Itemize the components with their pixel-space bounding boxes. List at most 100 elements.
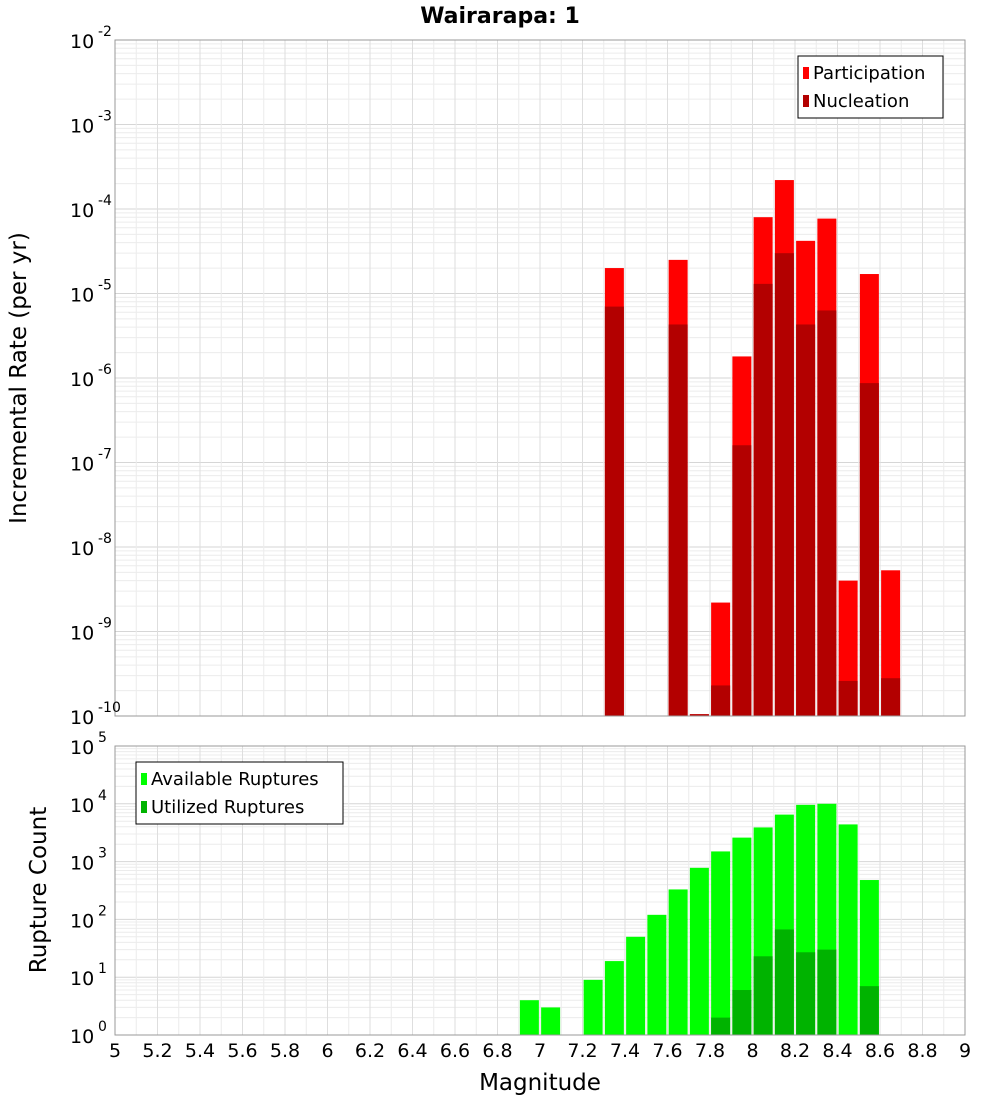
bottom-y-axis-label: Rupture Count (26, 807, 52, 973)
bar-overlay-utilized-ruptures (859, 986, 879, 1035)
y-tick-exponent: -8 (98, 531, 112, 547)
bar-overlay-nucleation (753, 283, 773, 716)
y-tick-exponent: 3 (98, 846, 107, 862)
bar-overlay-nucleation (604, 306, 624, 716)
y-tick-exponent: 2 (98, 903, 107, 919)
bar-overlay-nucleation (732, 445, 752, 716)
plot-border (114, 745, 966, 1036)
y-tick-exponent: 0 (98, 1019, 107, 1035)
legend-label: Nucleation (813, 91, 909, 112)
bar-overlay-utilized-ruptures (817, 949, 837, 1035)
y-tick-exponent: -4 (98, 193, 112, 209)
x-tick-label: 6.6 (440, 1040, 470, 1062)
x-tick-label: 6.2 (355, 1040, 385, 1062)
y-tick-label: 10 (70, 116, 94, 138)
x-tick-label: 7.8 (695, 1040, 725, 1062)
legend: Participation Nucleation (797, 55, 944, 119)
legend-swatch (803, 67, 809, 79)
bar-overlay-nucleation (817, 310, 837, 716)
bar-available-ruptures (604, 961, 624, 1035)
bar-overlay-utilized-ruptures (732, 990, 752, 1035)
x-tick-label: 8.2 (780, 1040, 810, 1062)
y-tick-label: 10 (70, 968, 94, 990)
x-tick-label: 7.2 (567, 1040, 597, 1062)
bar-available-ruptures (626, 936, 646, 1035)
gridlines (114, 40, 966, 717)
chart-title: Wairarapa: 1 (420, 4, 580, 29)
legend: Available Ruptures Utilized Ruptures (135, 761, 344, 825)
y-tick-exponent: -10 (98, 700, 121, 716)
bar-overlay-nucleation (711, 685, 731, 716)
y-tick-exponent: 4 (98, 788, 107, 804)
bar-available-ruptures (732, 837, 752, 1035)
bar-available-ruptures (583, 979, 603, 1035)
bar-overlay-nucleation (689, 714, 709, 716)
x-tick-label: 5.6 (227, 1040, 257, 1062)
bar-available-ruptures (668, 889, 688, 1035)
legend-box (135, 761, 344, 825)
y-tick-exponent: -3 (98, 109, 112, 125)
bar-available-ruptures (711, 851, 731, 1035)
x-tick-label: 8.6 (865, 1040, 895, 1062)
x-tick-label: 6.4 (397, 1040, 427, 1062)
legend-swatch (141, 801, 147, 813)
legend-box (797, 55, 944, 119)
y-tick-exponent: 5 (98, 730, 107, 746)
bar-overlay-utilized-ruptures (774, 929, 794, 1035)
y-tick-label: 10 (70, 707, 94, 729)
bar-available-ruptures (541, 1007, 561, 1035)
bar-overlay-utilized-ruptures (796, 952, 816, 1035)
bars (519, 803, 879, 1035)
bar-overlay-nucleation (668, 324, 688, 716)
bar-overlay-nucleation (881, 678, 901, 716)
y-tick-exponent: 1 (98, 961, 107, 977)
y-tick-label: 10 (70, 31, 94, 53)
x-tick-label: 5 (109, 1040, 121, 1062)
bar-available-ruptures (647, 914, 667, 1035)
x-tick-label: 8 (746, 1040, 758, 1062)
legend-swatch (141, 773, 147, 785)
y-tick-label: 10 (70, 538, 94, 560)
bar-overlay-nucleation (838, 680, 858, 716)
y-tick-label: 10 (70, 200, 94, 222)
bar-available-ruptures (689, 867, 709, 1035)
bar-overlay-nucleation (859, 383, 879, 716)
x-tick-label: 7.6 (652, 1040, 682, 1062)
plot-border (114, 39, 966, 717)
legend-label: Utilized Ruptures (151, 797, 304, 818)
x-tick-label: 8.8 (907, 1040, 937, 1062)
y-tick-label: 10 (70, 285, 94, 307)
bottom-plot-panel: 10 010 110 210 310 410 55 5.2 5.4 5.6 5.8 6 6.2 6.4 6.… (70, 730, 971, 1062)
y-tick-label: 10 (70, 853, 94, 875)
x-tick-label: 6 (321, 1040, 333, 1062)
top-y-axis-label: Incremental Rate (per yr) (6, 232, 32, 524)
bar-overlay-utilized-ruptures (753, 956, 773, 1035)
y-tick-label: 10 (70, 737, 94, 759)
x-tick-label: 5.2 (142, 1040, 172, 1062)
y-tick-label: 10 (70, 369, 94, 391)
bar-available-ruptures (838, 824, 858, 1035)
y-tick-label: 10 (70, 454, 94, 476)
x-tick-label: 9 (959, 1040, 971, 1062)
y-tick-label: 10 (70, 623, 94, 645)
y-tick-exponent: -5 (98, 278, 112, 294)
bar-overlay-nucleation (774, 253, 794, 716)
y-tick-exponent: -6 (98, 362, 112, 378)
y-tick-exponent: -9 (98, 616, 112, 632)
y-tick-label: 10 (70, 1026, 94, 1048)
bar-overlay-nucleation (796, 324, 816, 716)
bar-available-ruptures (519, 1000, 539, 1035)
y-tick-label: 10 (70, 910, 94, 932)
x-tick-label: 7.4 (610, 1040, 640, 1062)
bars (604, 180, 901, 716)
y-tick-exponent: -7 (98, 447, 112, 463)
legend-label: Available Ruptures (151, 769, 319, 790)
x-tick-label: 5.8 (270, 1040, 300, 1062)
x-tick-label: 8.4 (822, 1040, 852, 1062)
x-tick-label: 7 (534, 1040, 546, 1062)
x-tick-label: 6.8 (482, 1040, 512, 1062)
legend-label: Participation (813, 63, 925, 84)
y-tick-label: 10 (70, 795, 94, 817)
